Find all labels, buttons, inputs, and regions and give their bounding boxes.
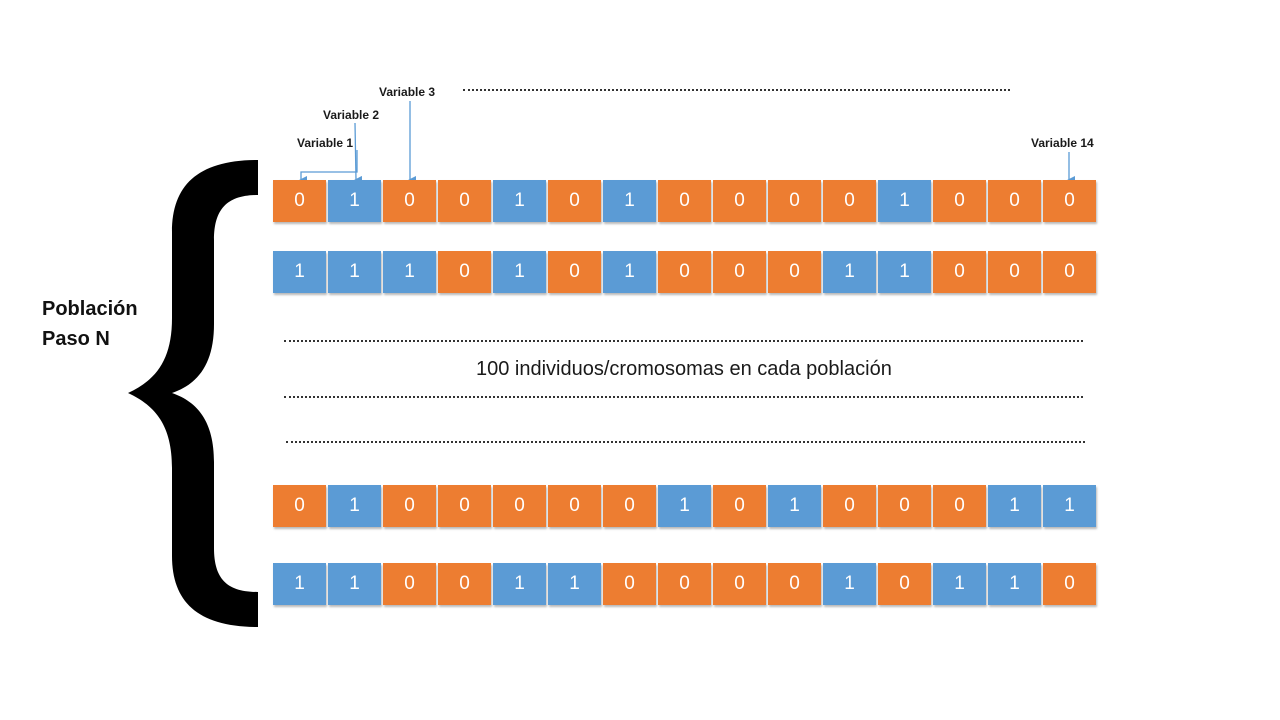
gene-cell: 0 [768,563,821,605]
variable-2-label: Variable 2 [323,108,380,122]
gene-cell: 1 [878,251,931,293]
gene-cell: 0 [658,180,711,222]
gene-cell: 0 [438,180,491,222]
gene-cell: 0 [1043,563,1096,605]
curly-brace-icon [128,160,258,627]
gene-cell: 1 [933,563,986,605]
gene-cell: 1 [823,251,876,293]
variable-2-arrow [354,122,363,184]
gene-cell: 0 [713,563,766,605]
gene-cell: 0 [878,485,931,527]
gene-cell: 0 [988,180,1041,222]
gene-cell: 0 [1043,180,1096,222]
population-caption: 100 individuos/cromosomas en cada poblac… [476,358,892,380]
gene-cell: 0 [713,485,766,527]
gene-cell: 0 [438,251,491,293]
gene-cell: 0 [438,485,491,527]
variable-1-label: Variable 1 [297,136,354,150]
ellipsis-line-3 [286,441,1085,443]
gene-cell: 1 [273,563,326,605]
ellipsis-line-1 [284,340,1083,342]
gene-cell: 1 [658,485,711,527]
gene-cell: 0 [933,485,986,527]
gene-cell: 1 [493,251,546,293]
gene-cell: 0 [548,485,601,527]
gene-cell: 1 [1043,485,1096,527]
population-label-line1: Población [42,298,138,320]
gene-cell: 1 [548,563,601,605]
top-ellipsis-line [463,89,1010,91]
gene-cell: 0 [438,563,491,605]
gene-cell: 0 [713,251,766,293]
population-label-line2: Paso N [42,328,110,350]
gene-cell: 1 [328,251,381,293]
gene-cell: 1 [823,563,876,605]
gene-cell: 0 [493,485,546,527]
gene-cell: 1 [768,485,821,527]
gene-cell: 0 [933,251,986,293]
gene-cell: 0 [603,485,656,527]
gene-cell: 1 [878,180,931,222]
gene-cell: 1 [603,251,656,293]
variable-14-label: Variable 14 [1031,136,1094,150]
gene-cell: 1 [383,251,436,293]
gene-cell: 1 [988,563,1041,605]
gene-cell: 1 [273,251,326,293]
gene-cell: 0 [383,180,436,222]
gene-cell: 1 [328,563,381,605]
gene-cell: 0 [988,251,1041,293]
gene-cell: 1 [493,180,546,222]
variable-3-label: Variable 3 [379,85,436,99]
gene-cell: 0 [933,180,986,222]
gene-cell: 1 [493,563,546,605]
gene-cell: 1 [603,180,656,222]
gene-cell: 0 [823,180,876,222]
gene-cell: 0 [878,563,931,605]
gene-cell: 1 [988,485,1041,527]
gene-cell: 0 [823,485,876,527]
gene-cell: 1 [328,180,381,222]
gene-cell: 0 [1043,251,1096,293]
gene-cell: 0 [383,563,436,605]
gene-cell: 0 [548,180,601,222]
gene-cell: 0 [768,251,821,293]
gene-cell: 1 [328,485,381,527]
ellipsis-line-2 [284,396,1083,398]
gene-cell: 0 [603,563,656,605]
gene-cell: 0 [658,251,711,293]
gene-cell: 0 [768,180,821,222]
population-label: Población Paso N [42,294,138,354]
gene-cell: 0 [273,180,326,222]
gene-cell: 0 [273,485,326,527]
gene-cell: 0 [713,180,766,222]
gene-cell: 0 [548,251,601,293]
gene-cell: 0 [658,563,711,605]
variable-1-arrow [299,150,358,184]
gene-cell: 0 [383,485,436,527]
